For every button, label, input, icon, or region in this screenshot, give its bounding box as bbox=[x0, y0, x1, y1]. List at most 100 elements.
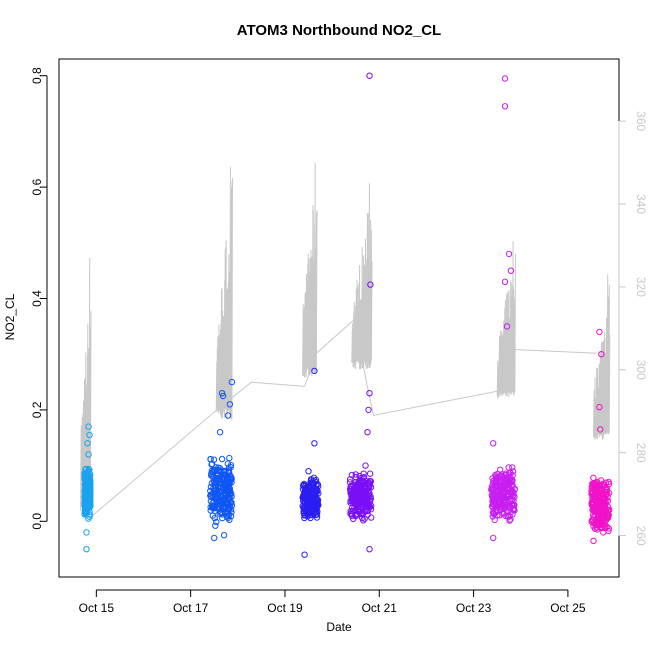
x-axis-label: Date bbox=[326, 620, 352, 634]
point bbox=[82, 465, 89, 473]
point bbox=[309, 511, 316, 519]
point bbox=[596, 482, 604, 489]
point bbox=[300, 492, 307, 499]
series-2 bbox=[207, 378, 236, 542]
point bbox=[366, 546, 373, 553]
point bbox=[596, 328, 603, 336]
point bbox=[347, 476, 354, 483]
point bbox=[213, 518, 220, 526]
point bbox=[595, 520, 602, 528]
point bbox=[490, 440, 497, 447]
point bbox=[311, 440, 318, 447]
point bbox=[504, 512, 511, 520]
point bbox=[501, 103, 509, 110]
point bbox=[491, 516, 498, 524]
point bbox=[228, 479, 235, 486]
point bbox=[220, 532, 228, 539]
y2-tick-label: 260 bbox=[634, 526, 648, 546]
secondary-line-connector bbox=[88, 319, 598, 520]
point bbox=[218, 455, 226, 463]
y-tick-label: 0.6 bbox=[30, 178, 44, 195]
point bbox=[226, 454, 233, 462]
point bbox=[366, 72, 373, 79]
y2-tick-label: 300 bbox=[634, 360, 648, 380]
point bbox=[86, 508, 93, 515]
point bbox=[590, 519, 597, 527]
point bbox=[347, 489, 354, 496]
point bbox=[605, 525, 612, 532]
point bbox=[589, 506, 596, 514]
point bbox=[224, 412, 232, 419]
point bbox=[501, 75, 509, 82]
point bbox=[596, 403, 603, 411]
point bbox=[222, 490, 229, 498]
y2-tick-label: 320 bbox=[634, 277, 648, 297]
point bbox=[85, 423, 92, 430]
point bbox=[307, 479, 314, 486]
point bbox=[227, 499, 235, 507]
point bbox=[226, 401, 234, 408]
x-tick-label: Oct 19 bbox=[267, 601, 303, 615]
point bbox=[365, 485, 372, 492]
point bbox=[507, 267, 515, 274]
chart-title: ATOM3 Northbound NO2_CL bbox=[237, 22, 441, 39]
point bbox=[509, 502, 516, 509]
y-tick-label: 0.8 bbox=[30, 67, 44, 84]
point bbox=[355, 507, 362, 514]
y-axis-right: 260 280 300 320 340 360 bbox=[618, 111, 648, 546]
point bbox=[349, 498, 356, 505]
point bbox=[209, 468, 216, 476]
point bbox=[224, 495, 232, 503]
point bbox=[507, 474, 514, 482]
point bbox=[218, 499, 225, 506]
point bbox=[314, 501, 321, 508]
secondary-line-burst-4 bbox=[496, 241, 516, 399]
point bbox=[368, 514, 375, 521]
point bbox=[492, 478, 500, 486]
point bbox=[355, 480, 362, 488]
point bbox=[81, 492, 89, 499]
point bbox=[590, 480, 597, 488]
point bbox=[86, 473, 94, 480]
point bbox=[509, 496, 516, 503]
point bbox=[81, 500, 88, 507]
point bbox=[221, 495, 229, 502]
point bbox=[365, 406, 372, 414]
point bbox=[226, 485, 234, 492]
point bbox=[605, 478, 612, 486]
point bbox=[347, 510, 354, 517]
point bbox=[597, 509, 605, 516]
point bbox=[509, 464, 516, 471]
point bbox=[366, 470, 374, 477]
x-axis: Oct 15 Oct 17 Oct 19 Oct 21 Oct 23 Oct 25 bbox=[79, 589, 586, 615]
point bbox=[310, 479, 317, 487]
point bbox=[361, 488, 368, 495]
point bbox=[305, 488, 312, 496]
point bbox=[209, 512, 217, 519]
y2-tick-label: 280 bbox=[634, 443, 648, 463]
points-layer bbox=[81, 72, 613, 558]
point bbox=[86, 466, 93, 473]
point bbox=[350, 515, 357, 522]
point bbox=[355, 494, 362, 502]
secondary-line-burst-1 bbox=[215, 166, 233, 420]
point bbox=[211, 534, 218, 542]
y2-tick-label: 360 bbox=[634, 111, 648, 131]
x-tick-label: Oct 23 bbox=[456, 601, 492, 615]
y-tick-label: 0.4 bbox=[30, 290, 44, 307]
point bbox=[595, 485, 602, 492]
point bbox=[507, 504, 515, 511]
point bbox=[85, 451, 92, 458]
point bbox=[498, 495, 506, 503]
point bbox=[224, 513, 231, 520]
point bbox=[501, 483, 508, 490]
point bbox=[593, 485, 600, 493]
point bbox=[228, 378, 236, 386]
point bbox=[207, 455, 214, 463]
point bbox=[210, 456, 218, 463]
point bbox=[310, 491, 317, 499]
point bbox=[501, 480, 508, 487]
point bbox=[218, 390, 226, 397]
point bbox=[594, 500, 601, 507]
point bbox=[306, 497, 313, 504]
